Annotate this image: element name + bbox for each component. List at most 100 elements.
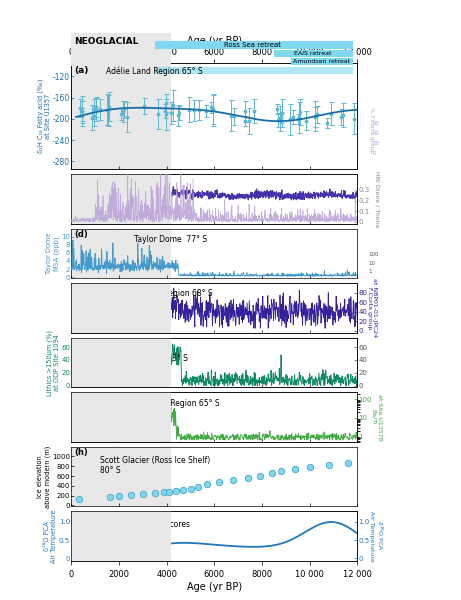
Bar <box>274 50 353 57</box>
Y-axis label: δ₂H C₁₈ Fatty acid (‰)
at Site U1357: δ₂H C₁₈ Fatty acid (‰) at Site U1357 <box>38 79 52 154</box>
Point <box>250 106 258 116</box>
Point <box>161 107 169 116</box>
Point <box>228 111 235 121</box>
Point <box>191 106 198 115</box>
Point <box>292 464 299 474</box>
Text: 1: 1 <box>369 269 372 274</box>
Point <box>151 488 159 498</box>
Bar <box>71 229 171 278</box>
Y-axis label: Lithics >150μm (%)
at ODP Site 1094: Lithics >150μm (%) at ODP Site 1094 <box>46 329 59 395</box>
Bar <box>71 392 171 442</box>
Y-axis label: δ¹⁸O PCA
Air Temperature: δ¹⁸O PCA Air Temperature <box>44 509 58 563</box>
Point <box>268 469 275 478</box>
Text: (d): (d) <box>74 230 88 239</box>
Point <box>286 115 293 124</box>
Y-axis label: HBI Diene / Triene: HBI Diene / Triene <box>375 171 380 227</box>
Bar <box>71 511 171 561</box>
Text: 0: 0 <box>372 151 376 156</box>
Text: 40: 40 <box>372 131 379 136</box>
Point <box>289 112 296 122</box>
Point <box>187 484 194 494</box>
Point <box>194 482 201 491</box>
Point <box>104 106 111 115</box>
Point <box>295 114 302 124</box>
Point <box>313 110 321 119</box>
Point <box>165 487 173 496</box>
Point <box>244 473 251 482</box>
Point <box>215 478 223 487</box>
Bar <box>290 58 353 65</box>
Text: Prydz Bay Region 68° S: Prydz Bay Region 68° S <box>123 289 213 298</box>
Point <box>174 110 182 120</box>
Point <box>276 113 284 123</box>
Point <box>274 115 282 124</box>
Point <box>169 101 177 110</box>
Point <box>78 106 86 116</box>
Point <box>90 104 98 114</box>
Point <box>139 489 147 499</box>
Point <box>115 491 123 500</box>
Point <box>209 106 217 115</box>
Y-axis label: Taylor Dome
MSA (ppb): Taylor Dome MSA (ppb) <box>46 233 59 274</box>
Text: (f): (f) <box>74 339 86 348</box>
Point <box>162 109 170 119</box>
Point <box>311 112 318 122</box>
Point <box>325 460 332 470</box>
Point <box>204 479 211 489</box>
Bar <box>71 446 171 506</box>
Point <box>96 104 104 114</box>
Point <box>103 105 111 115</box>
Text: (h): (h) <box>74 448 88 457</box>
Point <box>185 105 193 115</box>
Point <box>230 112 238 121</box>
Point <box>106 493 113 502</box>
Text: Scott Glacier (Ross Ice Shelf)
80° S: Scott Glacier (Ross Ice Shelf) 80° S <box>100 455 210 475</box>
Point <box>344 458 351 468</box>
Bar <box>71 283 171 333</box>
Point <box>117 109 124 119</box>
Bar <box>71 63 171 169</box>
Text: (a): (a) <box>74 66 89 75</box>
Y-axis label: $\delta^{18}$O PCA
Air Temperature: $\delta^{18}$O PCA Air Temperature <box>369 511 384 562</box>
Text: (e): (e) <box>74 284 88 293</box>
Point <box>127 490 135 500</box>
Point <box>306 462 313 472</box>
Point <box>76 103 83 113</box>
X-axis label: Age (yr BP): Age (yr BP) <box>187 36 242 46</box>
Y-axis label: at NBP01-01-JPC24
F.Curta group: at NBP01-01-JPC24 F.Curta group <box>366 278 378 338</box>
Point <box>123 112 130 122</box>
Text: NEOGLACIAL: NEOGLACIAL <box>74 37 139 46</box>
Point <box>180 485 187 495</box>
Text: 10: 10 <box>369 261 376 266</box>
Point <box>278 466 285 476</box>
Point <box>162 98 170 108</box>
Text: 60: 60 <box>372 121 379 126</box>
Point <box>167 109 175 118</box>
Point <box>241 116 248 126</box>
Bar <box>155 67 353 74</box>
Point <box>296 113 303 122</box>
Bar <box>71 338 171 388</box>
Text: Adélie Land Region 65° S: Adélie Land Region 65° S <box>123 398 219 407</box>
Text: (i): (i) <box>74 512 85 521</box>
Point <box>327 109 334 119</box>
Point <box>278 108 286 118</box>
Text: Ross Sea retreat: Ross Sea retreat <box>224 42 281 48</box>
Point <box>230 475 237 485</box>
Point <box>119 107 126 116</box>
Point <box>90 111 98 121</box>
Point <box>120 104 127 114</box>
Text: (g): (g) <box>74 394 88 403</box>
Point <box>278 113 285 122</box>
Point <box>242 107 249 116</box>
Text: (c): (c) <box>74 196 87 205</box>
Text: EAIS retreat: EAIS retreat <box>295 51 332 56</box>
Bar <box>71 33 171 66</box>
Bar <box>71 174 171 224</box>
Bar <box>71 338 171 388</box>
Point <box>106 102 113 112</box>
Point <box>312 112 319 121</box>
Point <box>75 494 82 503</box>
Point <box>256 471 263 481</box>
Text: Taylor Dome  77° S: Taylor Dome 77° S <box>134 235 207 244</box>
